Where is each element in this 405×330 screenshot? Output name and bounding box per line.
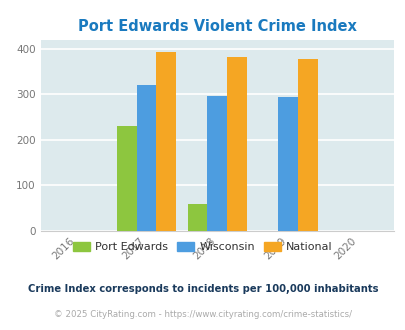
Text: Crime Index corresponds to incidents per 100,000 inhabitants: Crime Index corresponds to incidents per… — [28, 284, 377, 294]
Bar — [207, 96, 226, 231]
Bar — [297, 59, 317, 231]
Legend: Port Edwards, Wisconsin, National: Port Edwards, Wisconsin, National — [68, 238, 337, 257]
Bar — [156, 52, 176, 231]
Bar — [187, 204, 207, 231]
Bar — [226, 57, 246, 231]
Bar — [117, 126, 136, 231]
Bar — [136, 85, 156, 231]
Bar — [277, 97, 297, 231]
Text: © 2025 CityRating.com - https://www.cityrating.com/crime-statistics/: © 2025 CityRating.com - https://www.city… — [54, 310, 351, 319]
Title: Port Edwards Violent Crime Index: Port Edwards Violent Crime Index — [78, 19, 356, 34]
